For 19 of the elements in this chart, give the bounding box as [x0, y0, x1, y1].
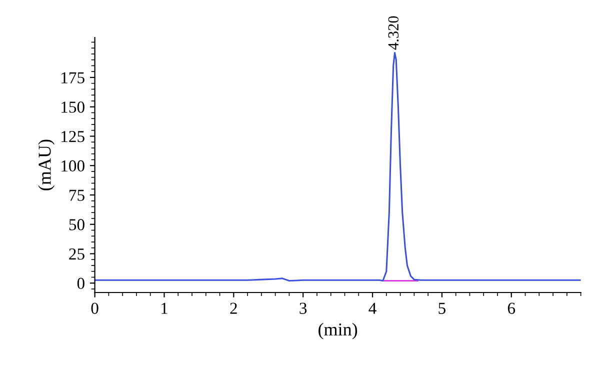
x-tick-label: 6	[508, 302, 516, 314]
x-tick-label: 0	[91, 302, 98, 314]
y-tick-label: 125	[62, 130, 84, 142]
x-tick-label: 2	[230, 302, 237, 314]
x-tick-label: 4	[368, 302, 376, 314]
line-series	[94, 52, 581, 282]
y-tick-label: 25	[69, 248, 84, 260]
y-tick-label: 0	[77, 278, 84, 290]
y-axis-title: (mAU)	[38, 140, 55, 190]
annotation: 4.320	[388, 16, 399, 50]
x-tick-label: 3	[300, 302, 307, 314]
y-tick-label: 150	[62, 102, 84, 113]
x-axis-title: (min)	[318, 322, 358, 340]
x-tick-label: 5	[438, 302, 446, 314]
y-tick-label: 75	[70, 190, 84, 201]
y-tick-label: 175	[62, 72, 84, 84]
x-tick-label: 1	[162, 302, 168, 314]
y-tick-label: 100	[62, 160, 84, 172]
y-tick-label: 50	[69, 219, 84, 230]
